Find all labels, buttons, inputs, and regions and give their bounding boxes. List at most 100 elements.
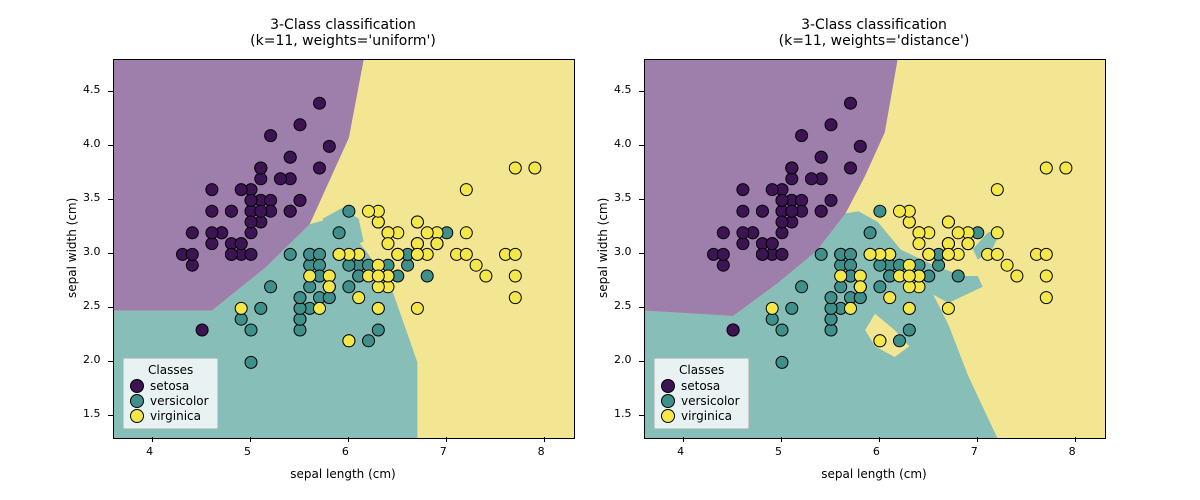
xtick-label: 6: [342, 445, 349, 458]
point-virginica: [854, 270, 866, 282]
ylabel: sepal width (cm): [596, 198, 610, 298]
point-setosa: [294, 119, 306, 131]
point-versicolor: [825, 302, 837, 314]
ytick-mark: [639, 145, 644, 146]
point-setosa: [265, 194, 277, 206]
point-virginica: [343, 335, 355, 347]
point-versicolor: [245, 356, 257, 368]
point-virginica: [854, 281, 866, 293]
point-setosa: [206, 184, 218, 196]
point-virginica: [372, 302, 384, 314]
point-versicolor: [933, 259, 945, 271]
point-versicolor: [835, 281, 847, 293]
point-virginica: [470, 259, 482, 271]
point-setosa: [284, 205, 296, 217]
ytick-mark: [108, 199, 113, 200]
point-setosa: [815, 151, 827, 163]
point-setosa: [786, 162, 798, 174]
point-virginica: [766, 302, 778, 314]
xtick-mark: [683, 437, 684, 442]
point-virginica: [323, 281, 335, 293]
point-setosa: [776, 248, 788, 260]
ytick-mark: [108, 253, 113, 254]
point-versicolor: [845, 259, 857, 271]
point-virginica: [372, 216, 384, 228]
point-versicolor: [786, 302, 798, 314]
point-setosa: [776, 194, 788, 206]
point-virginica: [1040, 292, 1052, 304]
point-versicolor: [845, 248, 857, 260]
point-setosa: [737, 238, 749, 250]
legend-label: versicolor: [681, 394, 740, 408]
point-virginica: [353, 292, 365, 304]
plot-area-1: Classessetosaversicolorvirginica: [644, 59, 1106, 439]
point-setosa: [314, 97, 326, 109]
point-virginica: [991, 184, 1003, 196]
plot-area-0: Classessetosaversicolorvirginica: [113, 59, 575, 439]
point-versicolor: [825, 292, 837, 304]
point-setosa: [255, 162, 267, 174]
point-virginica: [903, 270, 915, 282]
point-setosa: [196, 324, 208, 336]
legend-entry-versicolor: versicolor: [661, 394, 740, 408]
point-setosa: [825, 194, 837, 206]
ytick-mark: [639, 307, 644, 308]
point-setosa: [314, 162, 326, 174]
point-setosa: [225, 205, 237, 217]
point-versicolor: [294, 313, 306, 325]
point-setosa: [284, 151, 296, 163]
point-setosa: [245, 216, 257, 228]
xtick-label: 8: [1069, 445, 1076, 458]
xtick-label: 4: [146, 445, 153, 458]
point-virginica: [874, 335, 886, 347]
point-virginica: [411, 248, 423, 260]
point-virginica: [942, 248, 954, 260]
point-versicolor: [294, 292, 306, 304]
ytick-label: 2.0: [83, 353, 101, 366]
point-virginica: [480, 270, 492, 282]
legend-marker-icon: [130, 409, 144, 423]
legend-label: versicolor: [150, 394, 209, 408]
point-virginica: [314, 302, 326, 314]
point-versicolor: [265, 281, 277, 293]
point-virginica: [845, 302, 857, 314]
point-virginica: [942, 216, 954, 228]
point-setosa: [717, 227, 729, 239]
point-setosa: [323, 140, 335, 152]
point-setosa: [255, 173, 267, 185]
point-setosa: [776, 227, 788, 239]
legend-label: setosa: [150, 379, 189, 393]
point-versicolor: [874, 281, 886, 293]
point-virginica: [903, 281, 915, 293]
xtick-mark: [250, 437, 251, 442]
point-virginica: [1001, 259, 1013, 271]
xtick-label: 7: [971, 445, 978, 458]
ytick-label: 2.5: [83, 299, 101, 312]
point-virginica: [991, 227, 1003, 239]
point-setosa: [206, 227, 218, 239]
xtick-label: 5: [244, 445, 251, 458]
point-versicolor: [314, 248, 326, 260]
legend-label: virginica: [150, 409, 201, 423]
point-virginica: [460, 184, 472, 196]
xtick-label: 4: [677, 445, 684, 458]
point-versicolor: [294, 302, 306, 314]
point-setosa: [186, 227, 198, 239]
point-versicolor: [903, 324, 915, 336]
point-versicolor: [363, 335, 375, 347]
legend-marker-icon: [661, 394, 675, 408]
point-versicolor: [343, 281, 355, 293]
point-setosa: [294, 194, 306, 206]
ytick-mark: [639, 253, 644, 254]
point-virginica: [1040, 162, 1052, 174]
ytick-label: 4.0: [83, 137, 101, 150]
point-versicolor: [776, 324, 788, 336]
point-versicolor: [952, 270, 964, 282]
xtick-label: 5: [775, 445, 782, 458]
point-setosa: [245, 248, 257, 260]
point-setosa: [786, 205, 798, 217]
point-setosa: [186, 248, 198, 260]
xtick-label: 8: [538, 445, 545, 458]
subplot-title: 3-Class classification (k=11, weights='d…: [644, 17, 1104, 49]
point-virginica: [372, 281, 384, 293]
